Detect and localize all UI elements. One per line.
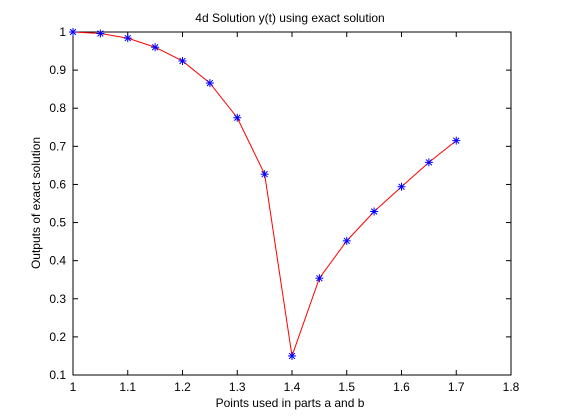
x-tick-label: 1 [70,380,77,394]
data-point-marker [205,79,214,88]
data-point-marker [424,158,433,167]
y-tick-label: 0.6 [49,177,66,191]
data-point-marker [178,56,187,65]
plot-area-frame [72,31,512,376]
chart-title: 4d Solution y(t) using exact solution [195,11,384,25]
data-point-marker [233,113,242,122]
data-point-marker [288,351,296,360]
y-tick-label: 0.5 [49,216,66,230]
data-point-marker [69,28,77,36]
data-point-marker [96,29,105,38]
y-tick-label: 0.3 [49,292,66,306]
x-tick-label: 1.1 [119,380,136,394]
x-axis-ticks: 1 1.1 1.2 1.3 1.4 1.5 1.6 1.7 1.8 [70,32,520,394]
x-tick-label: 1.6 [393,380,410,394]
data-point-marker [370,207,379,216]
y-axis-ticks: 0.1 0.2 0.3 0.4 0.5 0.6 0.7 0.8 0.9 1 [49,25,511,382]
y-axis-label: Outputs of exact solution [29,137,43,269]
y-tick-label: 0.2 [49,330,66,344]
x-tick-label: 1.3 [229,380,246,394]
series-markers [69,28,461,360]
y-tick-label: 0.8 [49,101,66,115]
y-tick-label: 0.9 [49,63,66,77]
x-tick-label: 1.8 [503,380,520,394]
data-point-marker [315,274,324,283]
x-tick-label: 1.5 [338,380,355,394]
x-tick-label: 1.4 [284,380,301,394]
data-point-marker [342,236,351,245]
x-tick-label: 1.2 [174,380,191,394]
y-tick-label: 0.7 [49,139,66,153]
x-tick-label: 1.7 [448,380,465,394]
data-point-marker [452,136,461,145]
y-tick-label: 0.4 [49,254,66,268]
y-tick-label: 0.1 [49,368,66,382]
x-axis-label: Points used in parts a and b [216,396,365,410]
data-point-marker [260,170,269,179]
data-point-marker [123,34,132,43]
y-tick-label: 1 [59,25,66,39]
data-point-marker [397,182,406,191]
data-point-marker [151,43,160,52]
